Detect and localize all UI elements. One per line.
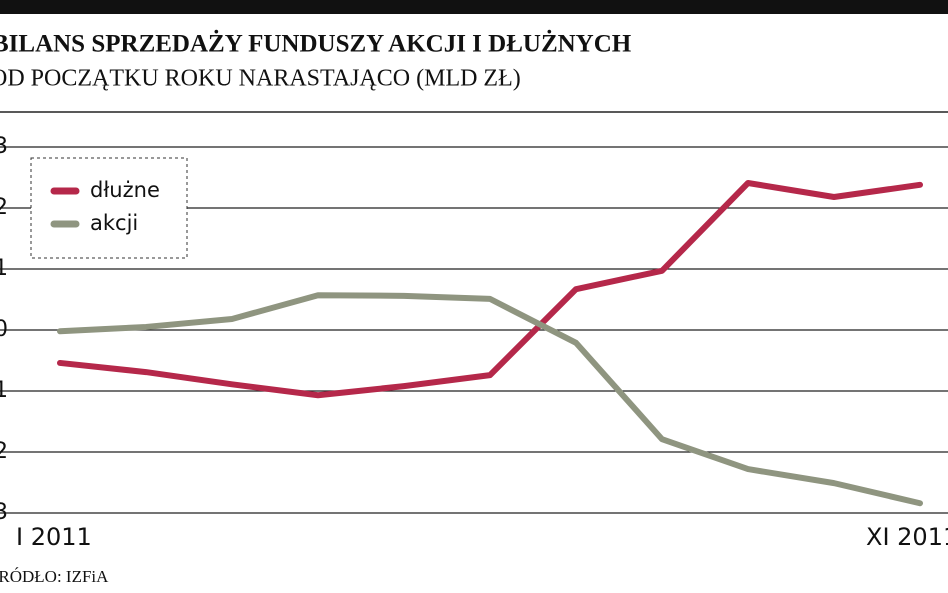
data-line (57, 179, 923, 399)
top-bar (0, 0, 948, 14)
chart-subtitle: OD POCZĄTKU ROKU NARASTAJĄCO (MLD ZŁ) (0, 66, 521, 92)
y-tick-label: -1 (0, 378, 8, 403)
source: ŹRÓDŁO: IZFiA (0, 567, 109, 586)
legend-box (30, 157, 188, 259)
legend-label: dłużne (90, 178, 160, 202)
data-line (57, 292, 923, 507)
y-tick-label: -3 (0, 500, 8, 525)
chart-title: BILANS SPRZEDAŻY FUNDUSZY AKCJI I DŁUŻNY… (0, 30, 632, 58)
y-tick-label: 3 (0, 134, 8, 159)
legend-label: akcji (90, 211, 138, 235)
y-tick-label: 0 (0, 317, 8, 342)
y-tick-label: -2 (0, 439, 8, 464)
y-tick-label: 1 (0, 256, 8, 281)
y-tick-label: 2 (0, 195, 8, 220)
x-tick-label: XI 2011 (866, 523, 948, 551)
x-tick-label: I 2011 (16, 523, 92, 551)
